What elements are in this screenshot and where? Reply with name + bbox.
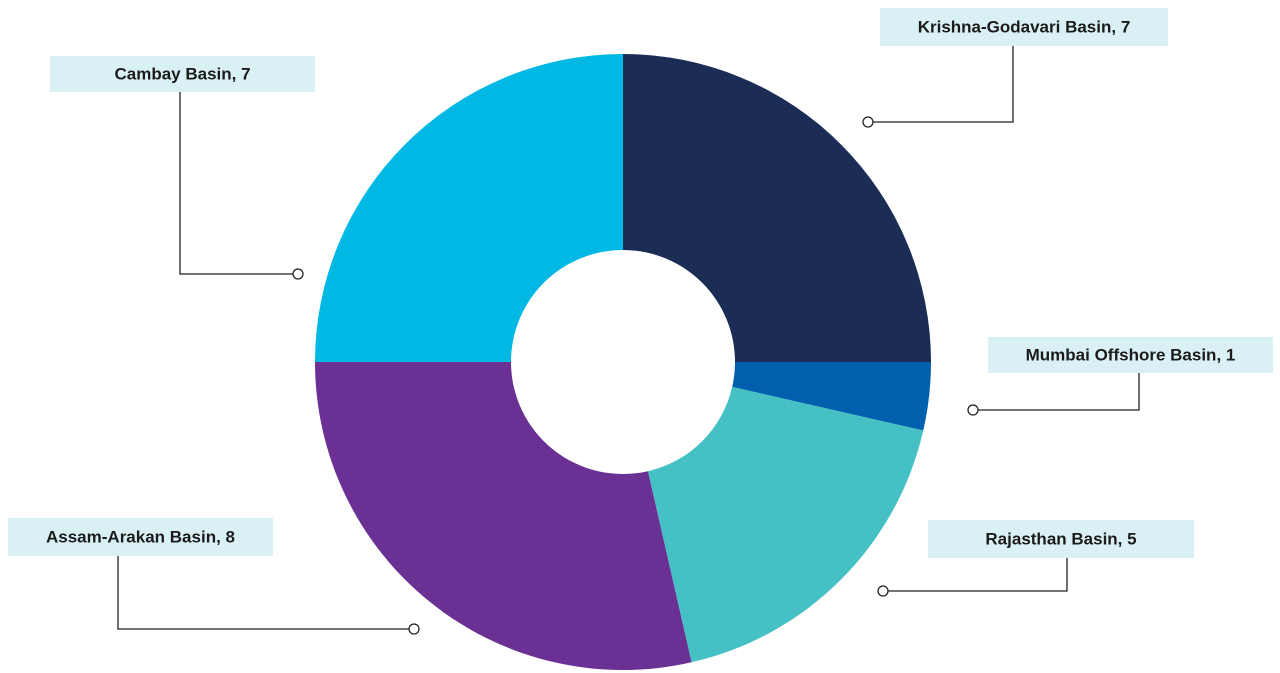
leader-dot [877, 585, 889, 597]
slice-label: Rajasthan Basin, 5 [985, 529, 1136, 548]
leader-line [868, 46, 1014, 123]
leader-dot [292, 268, 304, 280]
slice-label: Assam-Arakan Basin, 8 [46, 527, 235, 546]
label-box [988, 337, 1273, 373]
donut-slice [732, 362, 931, 431]
slice-label: Mumbai Offshore Basin, 1 [1026, 345, 1236, 364]
label-box [928, 520, 1194, 558]
slice-label: Krishna-Godavari Basin, 7 [918, 17, 1131, 36]
donut-slice [647, 386, 924, 663]
label-box [50, 56, 315, 92]
label-box [8, 518, 273, 556]
donut-slice [315, 362, 692, 670]
leader-line [117, 556, 414, 630]
leader-line [883, 558, 1068, 592]
donut-slice [315, 54, 623, 362]
donut-slice [623, 54, 931, 362]
leader-line [973, 373, 1140, 411]
leader-dot [967, 404, 979, 416]
label-box [880, 8, 1168, 46]
leader-dot [862, 116, 874, 128]
slice-label: Cambay Basin, 7 [114, 64, 250, 83]
leader-dot [408, 623, 420, 635]
leader-line [179, 92, 298, 275]
